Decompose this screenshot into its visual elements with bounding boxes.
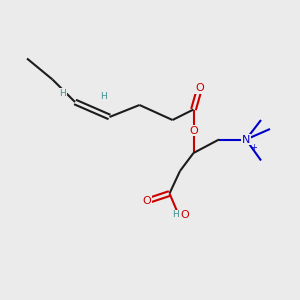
Text: O: O bbox=[180, 209, 189, 220]
Text: H: H bbox=[100, 92, 107, 100]
Text: O: O bbox=[189, 125, 198, 136]
Text: O: O bbox=[195, 83, 204, 94]
Text: O: O bbox=[142, 196, 152, 206]
Text: N: N bbox=[242, 134, 250, 145]
Text: +: + bbox=[250, 142, 257, 152]
Text: H: H bbox=[172, 210, 178, 219]
Text: H: H bbox=[60, 88, 66, 98]
